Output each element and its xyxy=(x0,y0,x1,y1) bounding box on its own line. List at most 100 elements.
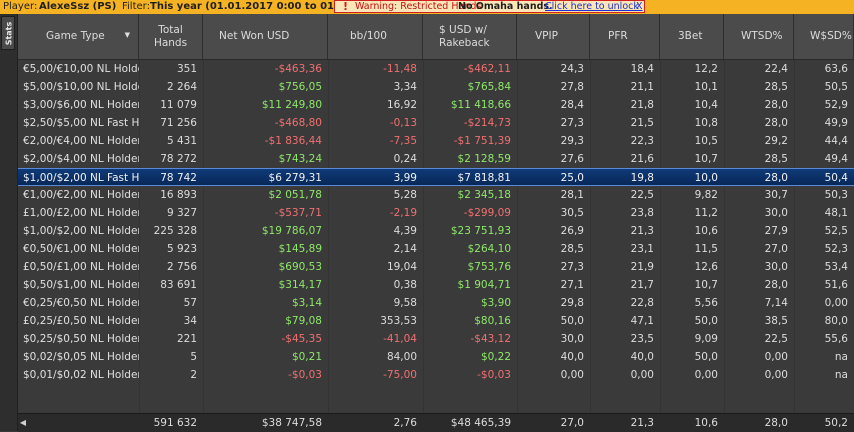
scroll-left-arrow-icon[interactable]: ◀ xyxy=(19,418,27,427)
cell-wsd: 49,9 xyxy=(824,117,848,129)
table-row[interactable]: $5,00/$10,00 NL Holdem 2 264 $756,05 3,34 $7… xyxy=(18,78,854,96)
table-row[interactable]: €5,00/€10,00 NL Holdem 351 -$463,36 -11,48 -… xyxy=(18,60,854,78)
column-header-net[interactable]: Net Won USD xyxy=(203,14,328,59)
cell-bb: 19,04 xyxy=(386,261,417,273)
warning-icon: ! xyxy=(343,0,349,13)
table-row[interactable]: $0,02/$0,05 NL Holdem 5 $0,21 84,00 $0,22 40,… xyxy=(18,348,854,366)
cell-rb: $48 465,39 xyxy=(450,417,511,429)
table-row[interactable]: £0,50/£1,00 NL Holdem 2 756 $690,53 19,04 $7… xyxy=(18,258,854,276)
cell-gt: $0,25/$0,50 NL Holdem xyxy=(23,333,139,345)
unlock-link[interactable]: Click here to unlock xyxy=(545,1,639,12)
table-row[interactable]: $1,00/$2,00 NL Holdem 225 328 $19 786,07 4,… xyxy=(18,222,854,240)
column-header-label: 3Bet xyxy=(678,30,703,42)
filter-value[interactable]: This year (01.01.2017 0:00 to 01.01.2018… xyxy=(150,1,417,12)
cell-bb: -75,00 xyxy=(383,369,417,381)
cell-gt: €1,00/€2,00 NL Holdem xyxy=(23,189,139,201)
table-row[interactable]: $0,01/$0,02 NL Holdem 2 -$0,03 -75,00 -$0,03… xyxy=(18,366,854,384)
cell-vpip: 28,4 xyxy=(560,99,584,111)
cell-net: $0,21 xyxy=(291,351,322,363)
cell-wsd: 49,4 xyxy=(824,153,848,165)
stats-tab[interactable]: Stats xyxy=(1,16,15,50)
cell-bb: -7,35 xyxy=(389,135,417,147)
cell-bb: 84,00 xyxy=(386,351,417,363)
cell-net: $743,24 xyxy=(278,153,322,165)
cell-bb: 16,92 xyxy=(386,99,417,111)
cell-net: -$0,03 xyxy=(288,369,322,381)
close-warning-button[interactable]: X xyxy=(636,1,643,12)
cell-pfr: 23,1 xyxy=(630,243,654,255)
table-row[interactable]: €0,25/€0,50 NL Holdem 57 $3,14 9,58 $3,90 29,… xyxy=(18,294,854,312)
cell-gt: €0,50/€1,00 NL Holdem xyxy=(23,243,139,255)
cell-pfr: 23,8 xyxy=(630,207,654,219)
cell-rb: $264,10 xyxy=(467,243,511,255)
cell-rb: $0,22 xyxy=(480,351,511,363)
filter-bar: Player: AlexeSsz (PS) Filter: This year … xyxy=(0,0,854,14)
column-header-wtsd[interactable]: WTSD% xyxy=(724,14,794,59)
column-header-label: W$SD% xyxy=(810,30,852,42)
cell-wsd: 52,9 xyxy=(824,99,848,111)
cell-hands: 2 264 xyxy=(166,81,197,93)
filter-label: Filter: xyxy=(122,1,150,12)
cell-rb: -$1 751,39 xyxy=(453,135,511,147)
cell-wtsd: 28,5 xyxy=(764,81,788,93)
cell-rb: -$214,73 xyxy=(463,117,511,129)
table-row[interactable]: $2,00/$4,00 NL Holdem 78 272 $743,24 0,24 $2… xyxy=(18,150,854,168)
cell-gt: €5,00/€10,00 NL Holdem xyxy=(23,63,139,75)
column-header-hands[interactable]: Total Hands xyxy=(139,14,203,59)
cell-bb: 2,14 xyxy=(393,243,417,255)
cell-hands: 34 xyxy=(183,315,197,327)
cell-tb: 10,6 xyxy=(694,225,718,237)
player-value: AlexeSsz (PS) xyxy=(39,1,117,12)
cell-net: $145,89 xyxy=(278,243,322,255)
cell-wtsd: 22,5 xyxy=(764,333,788,345)
cell-net: -$468,80 xyxy=(274,117,322,129)
table-row[interactable]: €0,50/€1,00 NL Holdem 5 923 $145,89 2,14 $26… xyxy=(18,240,854,258)
cell-hands: 57 xyxy=(183,297,197,309)
cell-wtsd: 28,0 xyxy=(764,99,788,111)
column-header-vpip[interactable]: VPIP xyxy=(517,14,590,59)
column-header-pfr[interactable]: PFR xyxy=(590,14,660,59)
column-header-wsd[interactable]: W$SD% xyxy=(794,14,854,59)
cell-hands: 11 079 xyxy=(160,99,197,111)
cell-wtsd: 27,9 xyxy=(764,225,788,237)
cell-rb: -$462,11 xyxy=(463,63,511,75)
cell-gt: £1,00/£2,00 NL Holdem xyxy=(23,207,139,219)
column-header-gt[interactable]: Game Type ▼ xyxy=(18,14,139,59)
column-header-tb[interactable]: 3Bet xyxy=(660,14,724,59)
column-header-bb[interactable]: bb/100 xyxy=(328,14,423,59)
table-row[interactable]: $2,50/$5,00 NL Fast Holdem 71 256 -$468,80… xyxy=(18,114,854,132)
cell-tb: 11,2 xyxy=(694,207,718,219)
cell-wsd: 53,4 xyxy=(824,261,848,273)
cell-tb: 10,4 xyxy=(694,99,718,111)
table-row[interactable]: $0,25/$0,50 NL Holdem 221 -$45,35 -41,04 -$4… xyxy=(18,330,854,348)
cell-pfr: 21,3 xyxy=(630,417,654,429)
cell-pfr: 21,8 xyxy=(630,99,654,111)
cell-pfr: 18,4 xyxy=(630,63,654,75)
cell-pfr: 0,00 xyxy=(630,369,654,381)
cell-wtsd: 30,7 xyxy=(764,189,788,201)
omaha-notice: No Omaha hands. xyxy=(458,1,553,12)
cell-wsd: na xyxy=(834,369,848,381)
cell-pfr: 22,3 xyxy=(630,135,654,147)
cell-bb: 353,53 xyxy=(380,315,417,327)
column-header-rb[interactable]: $ USD w/ Rakeback xyxy=(423,14,517,59)
cell-pfr: 22,8 xyxy=(630,297,654,309)
table-row[interactable]: $3,00/$6,00 NL Holdem 11 079 $11 249,80 16,… xyxy=(18,96,854,114)
table-row[interactable]: £1,00/£2,00 NL Holdem 9 327 -$537,71 -2,19 -… xyxy=(18,204,854,222)
table-row-selected[interactable]: $1,00/$2,00 NL Fast Holdem 78 742 $6 279,3… xyxy=(18,168,854,186)
cell-net: $756,05 xyxy=(278,81,322,93)
cell-tb: 11,5 xyxy=(694,243,718,255)
cell-pfr: 22,5 xyxy=(630,189,654,201)
cell-pfr: 47,1 xyxy=(630,315,654,327)
table-row[interactable]: €2,00/€4,00 NL Holdem 5 431 -$1 836,44 -7,3… xyxy=(18,132,854,150)
cell-net: -$537,71 xyxy=(274,207,322,219)
sort-dropdown-icon[interactable]: ▼ xyxy=(124,31,130,39)
table-row[interactable]: $0,50/$1,00 NL Holdem 83 691 $314,17 0,38 $1… xyxy=(18,276,854,294)
cell-hands: 2 756 xyxy=(166,261,197,273)
cell-gt: $1,00/$2,00 NL Holdem xyxy=(23,225,139,237)
cell-wtsd: 7,14 xyxy=(764,297,788,309)
table-row[interactable]: £0,25/£0,50 NL Holdem 34 $79,08 353,53 $80,1… xyxy=(18,312,854,330)
cell-wtsd: 28,0 xyxy=(764,279,788,291)
cell-bb: 3,34 xyxy=(393,81,417,93)
table-row[interactable]: €1,00/€2,00 NL Holdem 16 893 $2 051,78 5,28… xyxy=(18,186,854,204)
